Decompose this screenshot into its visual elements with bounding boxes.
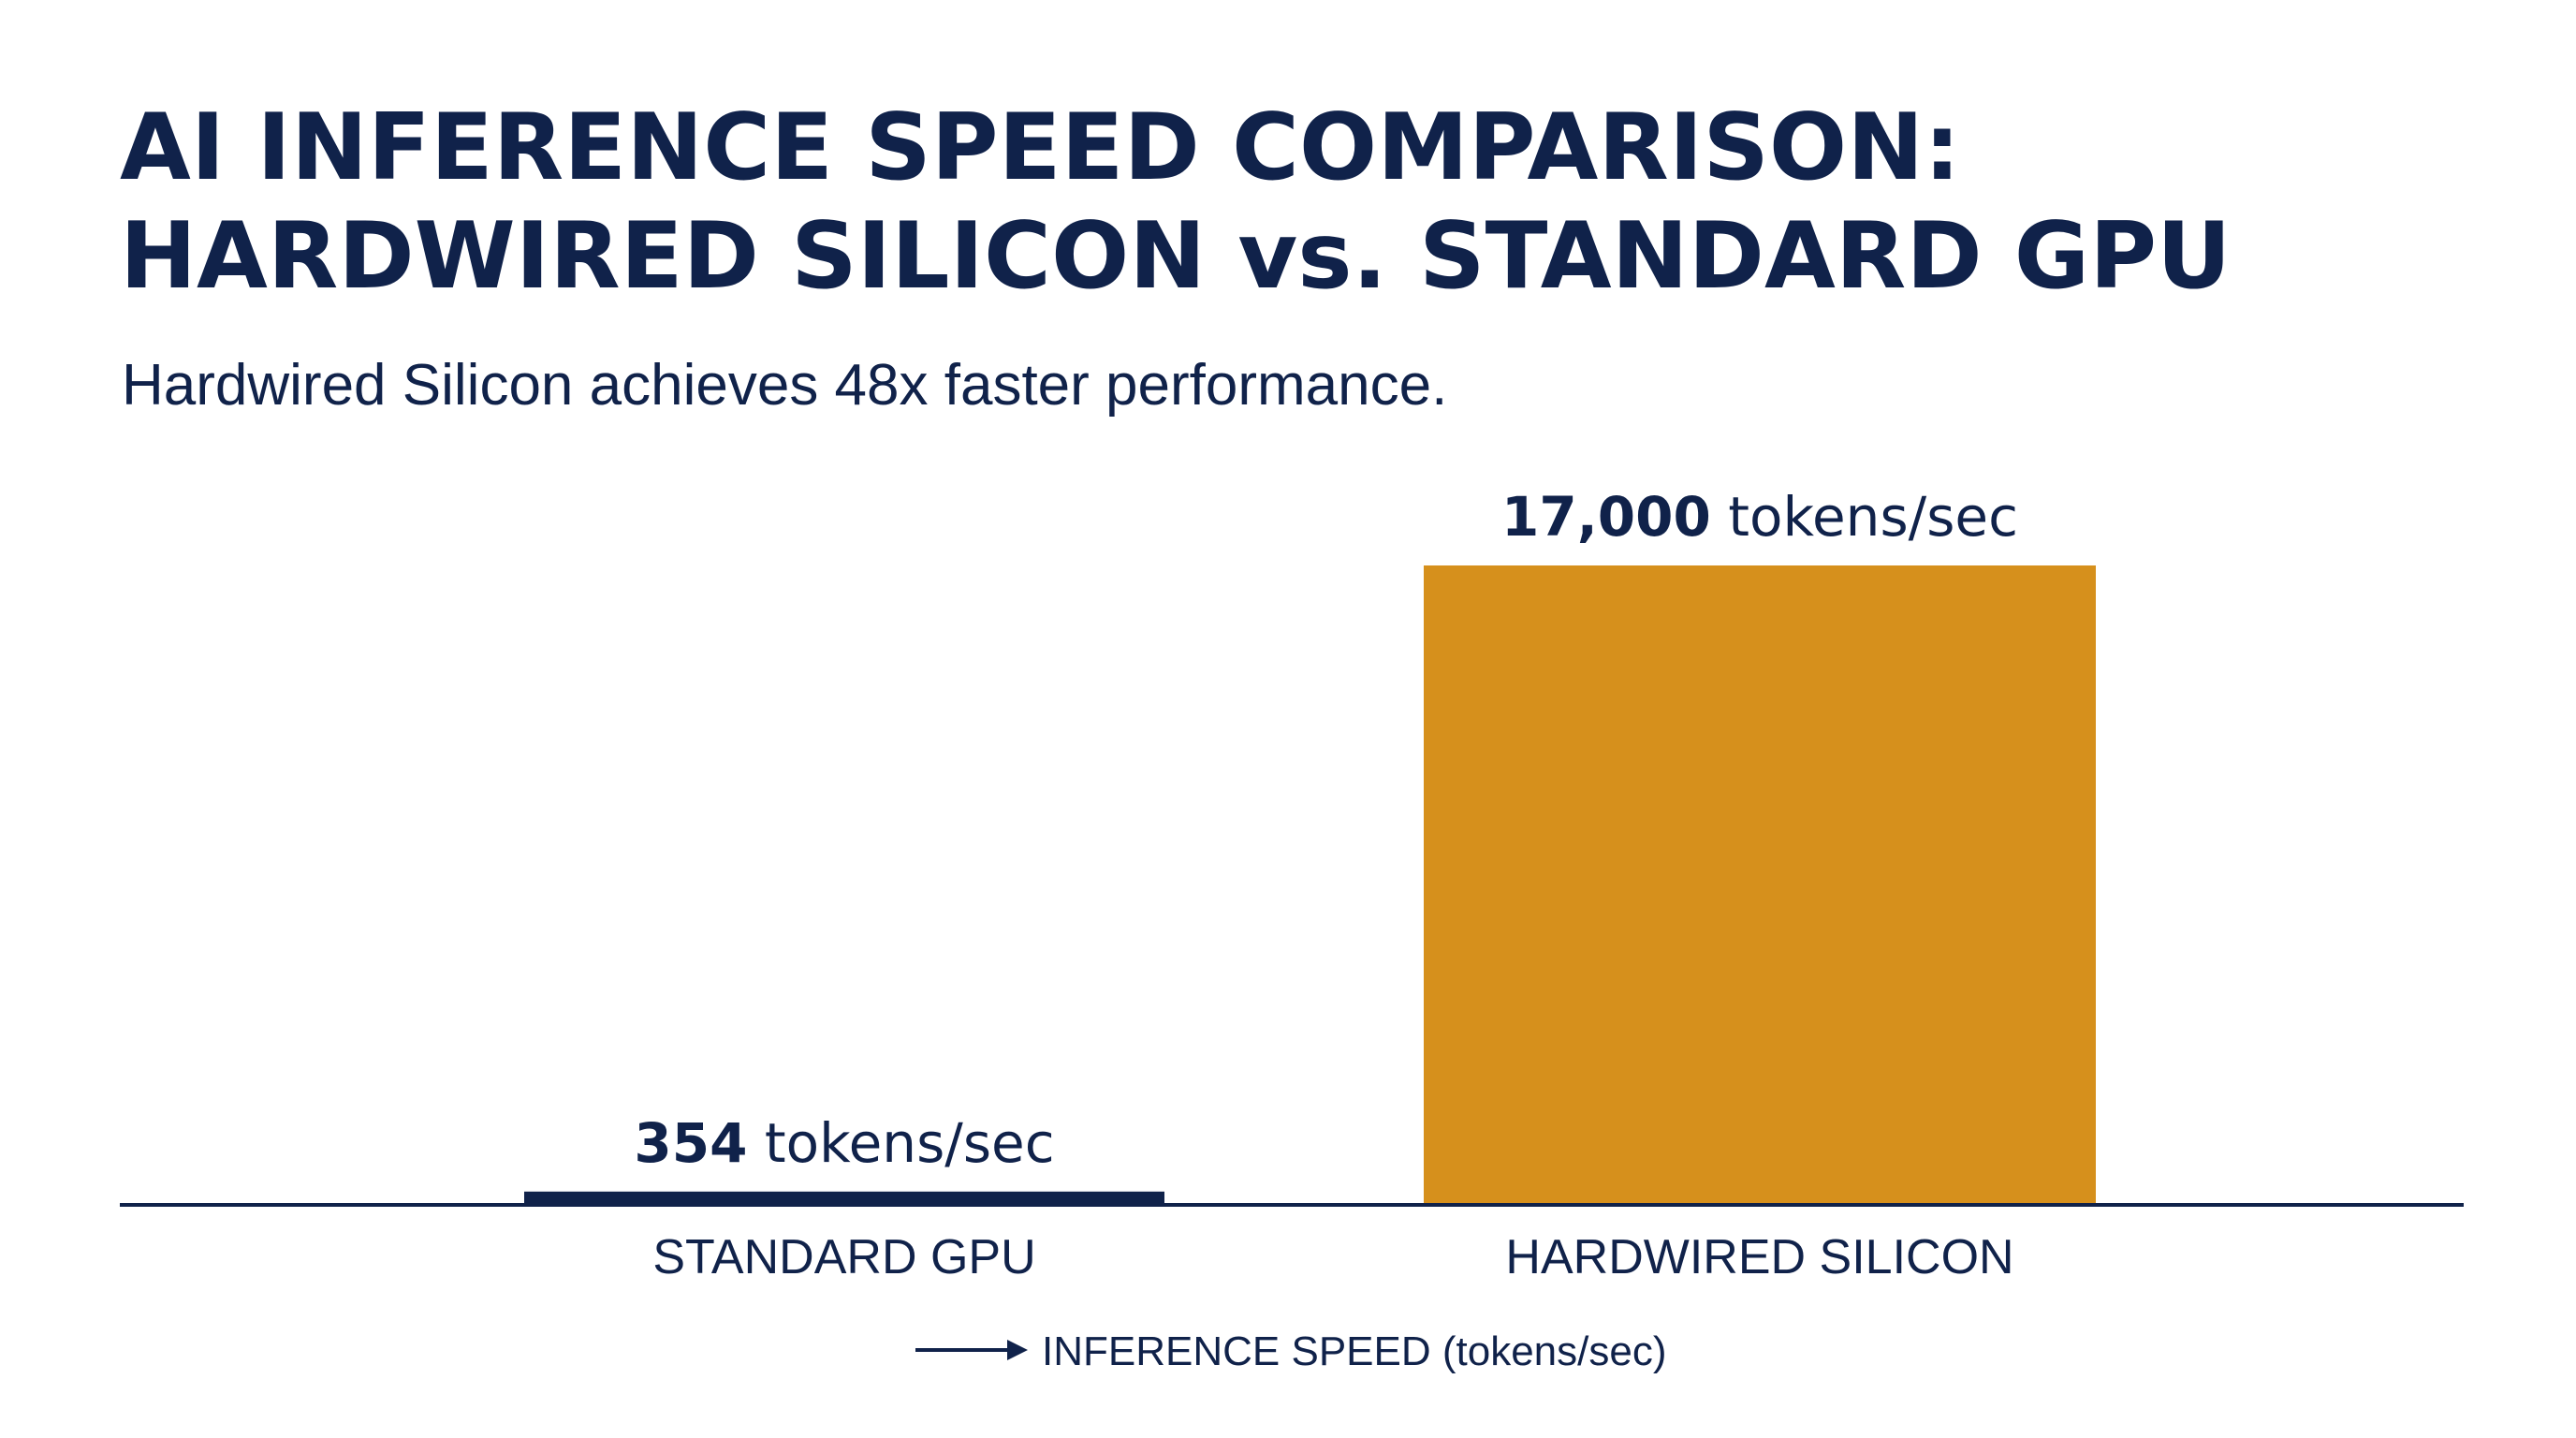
bar-standard-gpu: [524, 1191, 1164, 1205]
category-label-standard-gpu: STANDARD GPU: [652, 1230, 1035, 1284]
label-group: 354 tokens/sec STANDARD GPU 17,000 tokens/…: [634, 485, 2018, 1284]
value-label-standard-gpu: 354 tokens/sec: [634, 1111, 1054, 1175]
x-axis-label: INFERENCE SPEED (tokens/sec): [1042, 1328, 1667, 1374]
category-label-hardwired-silicon: HARDWIRED SILICON: [1505, 1230, 2013, 1284]
bar-hardwired-silicon: [1424, 565, 2096, 1205]
chart-title-line-1: AI INFERENCE SPEED COMPARISON:: [120, 95, 1961, 201]
chart-subtitle: Hardwired Silicon achieves 48x faster pe…: [122, 353, 1448, 418]
arrow-right-icon: [1007, 1340, 1028, 1360]
value-number: 354: [634, 1111, 747, 1175]
bar-group: [524, 565, 2096, 1205]
x-axis-caption-group: INFERENCE SPEED (tokens/sec): [915, 1328, 1667, 1374]
value-unit: tokens/sec: [1711, 485, 2018, 549]
value-label-hardwired-silicon: 17,000 tokens/sec: [1501, 485, 2018, 549]
value-number: 17,000: [1501, 485, 1711, 549]
chart-title-line-2: HARDWIRED SILICON vs. STANDARD GPU: [120, 203, 2232, 310]
chart-title: AI INFERENCE SPEED COMPARISON: HARDWIRED…: [120, 94, 2460, 311]
value-unit: tokens/sec: [747, 1111, 1054, 1175]
